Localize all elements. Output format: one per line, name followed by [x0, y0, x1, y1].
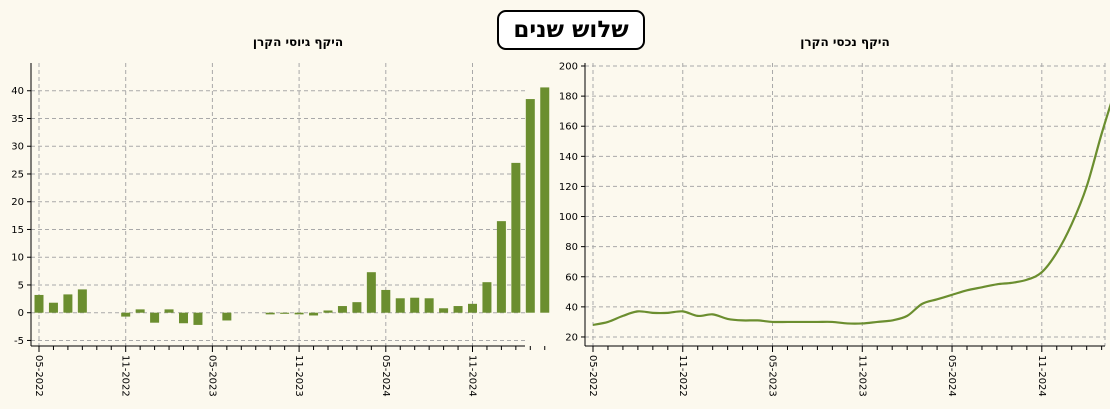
- line-chart-assets: 20 40 60 80 100 120 140 160 180 200 05-2022 11-2022…: [559, 62, 1110, 397]
- x-tick-label: 05-2022: [33, 355, 44, 397]
- y-tick-label: 120: [559, 182, 578, 193]
- bar: [366, 272, 376, 313]
- bar: [77, 289, 87, 313]
- y-tick-label: 200: [559, 62, 578, 73]
- bar: [179, 312, 188, 324]
- x-tick-label: 11-2024: [467, 355, 478, 397]
- bar: [337, 306, 347, 313]
- y-tick-label: -5: [14, 336, 24, 347]
- bar: [410, 297, 420, 313]
- y-tick-label: 60: [565, 272, 578, 283]
- bar: [265, 312, 275, 315]
- y-tick-label: 80: [565, 242, 578, 253]
- bar: [193, 312, 203, 325]
- bar: [424, 298, 434, 313]
- bar: [540, 87, 550, 313]
- chart-title-assets: היקף נכסי הקרן: [800, 35, 889, 49]
- bar: [468, 303, 477, 313]
- series-line: [592, 102, 1110, 327]
- x-tick-label: 11-2022: [120, 355, 131, 397]
- y-tick-label: 15: [11, 225, 24, 236]
- bar: [294, 312, 304, 315]
- bar: [439, 308, 449, 313]
- y-tick-label: 30: [11, 142, 24, 153]
- y-tick-label: 25: [11, 169, 24, 180]
- x-tick-label: 05-2023: [206, 355, 217, 397]
- bar: [135, 309, 145, 313]
- x-tick-label: 05-2023: [767, 355, 778, 397]
- x-tick-label: 05-2022: [587, 355, 598, 397]
- bar: [352, 302, 362, 313]
- bar: [48, 302, 58, 313]
- bar: [395, 298, 405, 313]
- chart-title-fundraising: היקף גיוסי הקרן: [253, 35, 343, 49]
- x-tick-label: 11-2024: [1036, 355, 1047, 397]
- y-tick-label: 10: [11, 253, 24, 264]
- y-tick-label: 0: [18, 308, 24, 319]
- x-tick-label: 05-2024: [380, 355, 391, 397]
- bar: [496, 221, 506, 313]
- bar: [453, 306, 463, 313]
- bar: [150, 312, 160, 323]
- bar: [63, 294, 73, 313]
- y-tick-label: 100: [559, 212, 578, 223]
- bar: [34, 294, 44, 313]
- bar: [280, 312, 290, 314]
- y-tick-label: 180: [559, 92, 578, 103]
- x-tick-label: 11-2022: [677, 355, 688, 397]
- bar: [121, 312, 131, 317]
- y-tick-label: 140: [559, 152, 578, 163]
- y-tick-label: 20: [565, 332, 578, 343]
- bar: [309, 312, 319, 316]
- y-tick-label: 35: [11, 114, 24, 125]
- x-tick-label: 05-2024: [946, 355, 957, 397]
- y-tick-label: 20: [11, 197, 24, 208]
- y-tick-label: 160: [559, 122, 578, 133]
- bar: [222, 312, 232, 321]
- bar: [511, 162, 521, 313]
- y-tick-label: 40: [11, 86, 24, 97]
- bar-chart-fundraising: -5 0 5 10 15 20 25 30 35 40 05-2022 11-2022 05-2023 1…: [11, 63, 550, 397]
- bar: [525, 99, 535, 313]
- bar: [482, 282, 492, 313]
- x-tick-label: 11-2023: [856, 355, 867, 397]
- bar: [381, 289, 391, 313]
- y-tick-label: 40: [565, 302, 578, 313]
- bar: [164, 309, 174, 313]
- bar: [323, 310, 333, 313]
- x-tick-label: 11-2023: [293, 355, 304, 397]
- page-title: שלוש שנים: [497, 10, 645, 50]
- y-tick-label: 5: [18, 280, 24, 291]
